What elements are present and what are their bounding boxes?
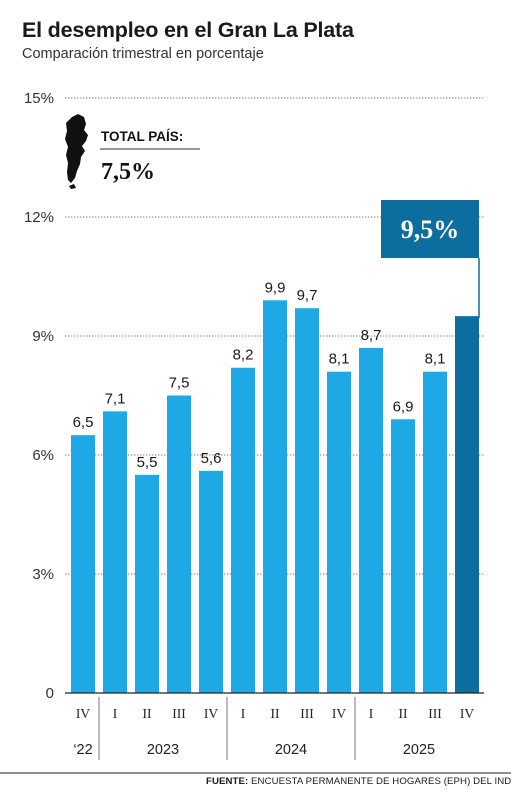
bar-value-label: 7,1 <box>105 390 126 407</box>
bar <box>423 371 447 693</box>
x-tick-label: II <box>271 706 280 721</box>
x-tick-label: IV <box>332 706 346 721</box>
bar-value-label: 8,1 <box>329 351 350 368</box>
y-tick-label: 12% <box>24 209 54 226</box>
year-label: 2023 <box>147 742 179 758</box>
x-tick-label: I <box>369 706 374 721</box>
year-label: 2025 <box>403 742 435 758</box>
argentina-map-icon <box>65 114 88 189</box>
source-label: FUENTE: <box>206 776 249 787</box>
chart-title: El desempleo en el Gran La Plata <box>22 18 354 42</box>
bar-value-label: 9,9 <box>265 279 286 296</box>
callout-box <box>381 200 479 258</box>
bar <box>327 371 351 693</box>
year-label: ‘22 <box>73 742 92 758</box>
y-tick-label: 15% <box>24 90 54 107</box>
bar-highlight <box>455 316 479 693</box>
x-tick-label: III <box>300 706 314 721</box>
bar-value-label: 8,2 <box>233 347 254 364</box>
x-tick-label: II <box>143 706 152 721</box>
x-tick-label: II <box>399 706 408 721</box>
bar <box>231 367 255 693</box>
bar <box>391 419 415 693</box>
national-total-box: TOTAL PAÍS: 7,5% <box>65 114 200 189</box>
bar <box>359 347 383 693</box>
x-tick-label: I <box>113 706 118 721</box>
x-axis: IV I II III IV I II III IV I II III IV‘22 2023 2024 202… <box>0 692 511 774</box>
bar <box>103 411 127 693</box>
x-tick-label: IV <box>76 706 90 721</box>
x-tick-label: I <box>241 706 246 721</box>
bar <box>167 395 191 693</box>
bar-value-label: 5,6 <box>201 450 222 467</box>
bar <box>295 308 319 693</box>
bar <box>71 435 95 693</box>
bar-value-label: 8,1 <box>425 351 446 368</box>
year-label: 2024 <box>275 742 307 758</box>
bar <box>263 300 287 693</box>
highlight-callout: 9,5% <box>381 200 480 318</box>
bar-value-label: 8,7 <box>361 327 382 344</box>
bar <box>135 474 159 693</box>
bar-value-label: 5,5 <box>137 454 158 471</box>
y-tick-label: 0 <box>46 685 54 702</box>
y-tick-label: 6% <box>32 447 54 464</box>
bar-value-label: 7,5 <box>169 375 190 392</box>
callout-value: 9,5% <box>401 215 460 244</box>
x-tick-label: IV <box>204 706 218 721</box>
y-tick-label: 3% <box>32 566 54 583</box>
x-tick-label: III <box>172 706 186 721</box>
bars-layer <box>71 300 479 693</box>
x-tick-label: III <box>428 706 442 721</box>
bar-value-label: 6,5 <box>73 414 94 431</box>
bar <box>199 470 223 693</box>
national-total-label: TOTAL PAÍS: <box>101 129 183 144</box>
bar-value-label: 9,7 <box>297 287 318 304</box>
bar-value-label: 6,9 <box>393 398 414 415</box>
source-note: FUENTE: ENCUESTA PERMANENTE DE HOGARES (… <box>206 776 511 787</box>
y-tick-label: 9% <box>32 328 54 345</box>
x-tick-label: IV <box>460 706 474 721</box>
labels-layer: 6,5 7,1 5,5 7,5 5,6 8,2 9,9 9,7 8,1 8,7 6,9 8,1 <box>73 279 446 471</box>
national-total-value: 7,5% <box>101 159 155 185</box>
source-text: ENCUESTA PERMANENTE DE HOGARES (EPH) DEL… <box>251 776 511 787</box>
chart-subtitle: Comparación trimestral en porcentaje <box>22 46 264 62</box>
